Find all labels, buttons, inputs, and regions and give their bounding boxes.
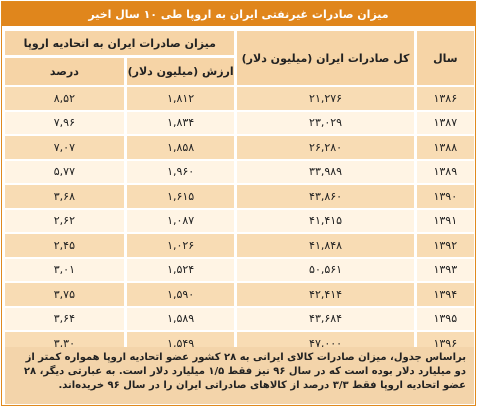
table-row: ۱۳۸۸ ۲۶,۲۸۰ ۱,۸۵۸ ۷,۰۷	[5, 134, 474, 159]
cell-year: ۱۳۸۷	[413, 109, 474, 134]
cell-eu-value: ۱,۰۲۶	[123, 232, 235, 257]
cell-year: ۱۳۹۳	[413, 256, 474, 281]
cell-year: ۱۳۸۹	[413, 158, 474, 183]
cell-total-exports: ۵۰,۵۶۱	[234, 256, 414, 281]
cell-year: ۱۳۸۶	[413, 85, 474, 110]
cell-year: ۱۳۹۱	[413, 207, 474, 232]
cell-total-exports: ۴۱,۸۴۸	[234, 232, 414, 257]
cell-eu-value: ۱,۵۸۹	[123, 305, 235, 330]
header-eu-exports: میزان صادرات ایران به اتحادیه اروپا	[5, 31, 235, 58]
table-row: ۱۳۹۳ ۵۰,۵۶۱ ۱,۵۲۴ ۳,۰۱	[5, 256, 474, 281]
cell-total-exports: ۲۶,۲۸۰	[234, 134, 414, 159]
cell-total-exports: ۳۳,۹۸۹	[234, 158, 414, 183]
cell-eu-percent: ۵,۷۷	[5, 158, 124, 183]
cell-total-exports: ۲۱,۲۷۶	[234, 85, 414, 110]
cell-eu-value: ۱,۸۳۴	[123, 109, 235, 134]
table-row: ۱۳۹۱ ۴۱,۴۱۵ ۱,۰۸۷ ۲,۶۲	[5, 207, 474, 232]
footnote: براساس جدول، میزان صادرات کالای ایرانی ب…	[5, 347, 474, 404]
cell-total-exports: ۴۲,۴۱۴	[234, 281, 414, 306]
cell-total-exports: ۴۳,۸۶۰	[234, 183, 414, 208]
cell-year: ۱۳۹۲	[413, 232, 474, 257]
cell-eu-value: ۱,۸۱۲	[123, 85, 235, 110]
cell-eu-value: ۱,۵۹۰	[123, 281, 235, 306]
cell-eu-percent: ۸,۵۲	[5, 85, 124, 110]
cell-eu-percent: ۳,۶۴	[5, 305, 124, 330]
cell-year: ۱۳۸۸	[413, 134, 474, 159]
cell-eu-value: ۱,۹۶۰	[123, 158, 235, 183]
cell-total-exports: ۴۱,۴۱۵	[234, 207, 414, 232]
table-row: ۱۳۸۹ ۳۳,۹۸۹ ۱,۹۶۰ ۵,۷۷	[5, 158, 474, 183]
table-row: ۱۳۸۶ ۲۱,۲۷۶ ۱,۸۱۲ ۸,۵۲	[5, 85, 474, 110]
cell-eu-value: ۱,۶۱۵	[123, 183, 235, 208]
header-total-exports: کل صادرات ایران (میلیون دلار)	[234, 31, 414, 85]
table-row: ۱۳۹۴ ۴۲,۴۱۴ ۱,۵۹۰ ۳,۷۵	[5, 281, 474, 306]
cell-year: ۱۳۹۰	[413, 183, 474, 208]
header-year: سال	[413, 31, 474, 85]
cell-eu-value: ۱,۵۲۴	[123, 256, 235, 281]
table-title: میزان صادرات غیرنفتی ایران به اروپا طی ۱…	[2, 2, 475, 26]
cell-eu-value: ۱,۰۸۷	[123, 207, 235, 232]
header-eu-percent: درصد	[5, 58, 124, 85]
table-row: ۱۳۹۰ ۴۳,۸۶۰ ۱,۶۱۵ ۳,۶۸	[5, 183, 474, 208]
cell-total-exports: ۴۳,۶۸۴	[234, 305, 414, 330]
table-row: ۱۳۹۲ ۴۱,۸۴۸ ۱,۰۲۶ ۲,۴۵	[5, 232, 474, 257]
cell-eu-percent: ۳,۶۸	[5, 183, 124, 208]
cell-eu-percent: ۷,۰۷	[5, 134, 124, 159]
table-row: ۱۳۹۵ ۴۳,۶۸۴ ۱,۵۸۹ ۳,۶۴	[5, 305, 474, 330]
cell-year: ۱۳۹۴	[413, 281, 474, 306]
cell-eu-percent: ۷,۹۶	[5, 109, 124, 134]
table-row: ۱۳۸۷ ۲۳,۰۲۹ ۱,۸۳۴ ۷,۹۶	[5, 109, 474, 134]
cell-eu-percent: ۲,۴۵	[5, 232, 124, 257]
cell-eu-percent: ۲,۶۲	[5, 207, 124, 232]
header-eu-value: ارزش (میلیون دلار)	[123, 58, 235, 85]
cell-eu-percent: ۳,۰۱	[5, 256, 124, 281]
cell-total-exports: ۲۳,۰۲۹	[234, 109, 414, 134]
cell-year: ۱۳۹۵	[413, 305, 474, 330]
cell-eu-value: ۱,۸۵۸	[123, 134, 235, 159]
exports-table: سال کل صادرات ایران (میلیون دلار) میزان …	[5, 31, 474, 355]
cell-eu-percent: ۳,۷۵	[5, 281, 124, 306]
